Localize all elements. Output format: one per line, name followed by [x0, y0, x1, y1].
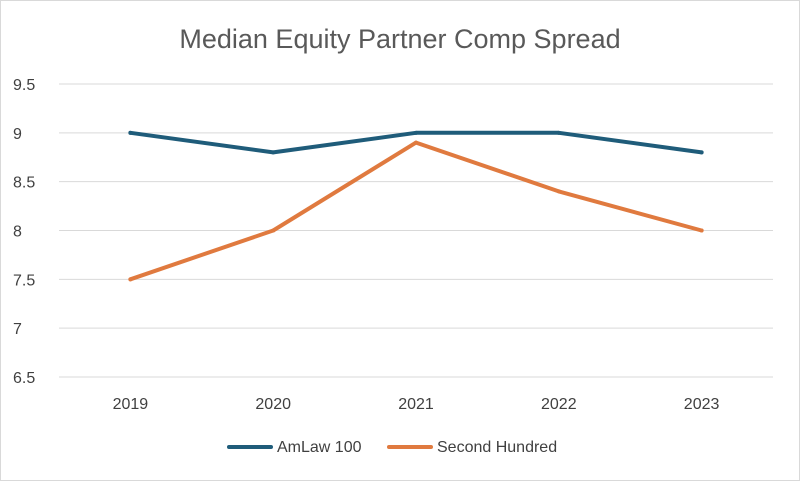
x-tick-label: 2019 [113, 396, 149, 413]
data-point [271, 228, 276, 233]
legend-item-0: AmLaw 100 [227, 439, 362, 456]
y-tick-label: 6.5 [13, 370, 35, 387]
data-point [128, 277, 133, 282]
y-tick-label: 8.5 [13, 175, 35, 192]
legend: AmLaw 100 Second Hundred [227, 439, 557, 456]
data-point [699, 150, 704, 155]
legend-label: AmLaw 100 [277, 439, 362, 456]
data-point [699, 228, 704, 233]
y-tick-label: 8 [13, 224, 22, 241]
x-tick-label: 2021 [398, 396, 434, 413]
x-axis-ticks: 2019 2020 2021 2022 2023 [113, 396, 720, 413]
data-point [556, 189, 561, 194]
data-point [414, 140, 418, 145]
legend-item-1: Second Hundred [387, 439, 557, 456]
y-tick-label: 7 [13, 321, 22, 338]
data-point [128, 130, 133, 135]
y-axis-ticks: 6.5 7 7.5 8 8.5 9 9.5 [13, 77, 35, 387]
y-tick-label: 9 [13, 126, 22, 143]
y-tick-label: 9.5 [13, 77, 35, 94]
legend-label: Second Hundred [437, 439, 557, 456]
series-line-1 [128, 140, 704, 282]
chart-title: Median Equity Partner Comp Spread [179, 24, 620, 54]
data-point [556, 130, 561, 135]
y-tick-label: 7.5 [13, 272, 35, 289]
x-tick-label: 2020 [255, 396, 291, 413]
x-tick-label: 2023 [684, 396, 720, 413]
series-lines [128, 130, 704, 282]
gridlines [59, 83, 773, 378]
data-point [414, 130, 418, 135]
data-point [271, 150, 276, 155]
x-tick-label: 2022 [541, 396, 577, 413]
